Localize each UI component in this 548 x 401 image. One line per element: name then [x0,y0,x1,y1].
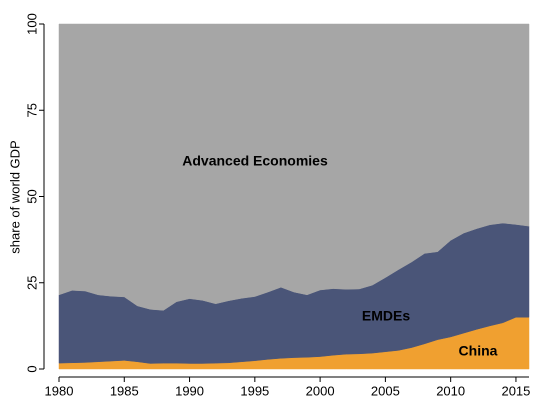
x-tick-label: 1995 [240,383,269,398]
x-tick-label: 2015 [501,383,530,398]
series-label: China [459,343,498,359]
y-axis-label: share of world GDP [7,140,22,253]
x-tick-label: 2000 [306,383,335,398]
x-tick-label: 2010 [436,383,465,398]
y-tick-label: 100 [24,13,39,35]
x-tick-label: 2005 [371,383,400,398]
y-tick-label: 75 [24,103,39,117]
y-tick-label: 50 [24,189,39,203]
area [58,23,530,311]
x-tick-label: 1980 [45,383,74,398]
x-tick-label: 1990 [175,383,204,398]
y-tick-label: 25 [24,276,39,290]
series-label: Advanced Economies [182,153,328,169]
series-label: EMDEs [362,308,410,324]
x-tick-label: 1985 [110,383,139,398]
y-tick-label: 0 [24,365,39,372]
